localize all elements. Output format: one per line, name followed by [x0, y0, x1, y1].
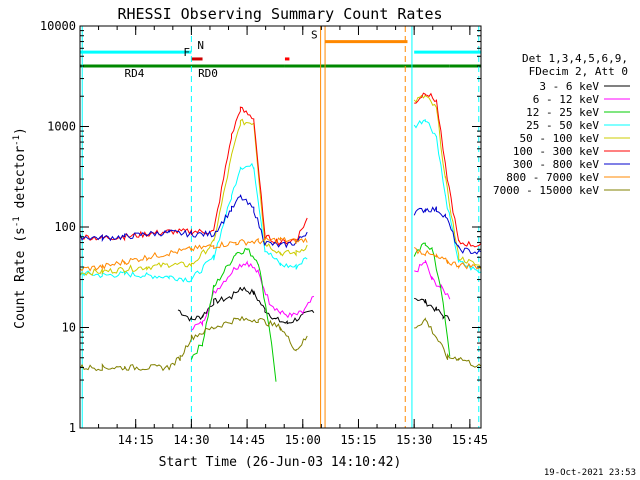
- y-axis-label-sup-2: -1: [12, 135, 22, 146]
- legend: Det 1,3,4,5,6,9,FDecim 2, Att 0 3 - 6 keV…: [493, 52, 630, 197]
- series-line: [79, 93, 482, 276]
- x-tick-label: 15:15: [340, 433, 376, 447]
- x-tick-label: 14:45: [229, 433, 265, 447]
- y-axis-label: Count Rate (s-1 detector-1): [12, 127, 28, 329]
- series-line: [79, 194, 482, 255]
- legend-entry-label: 800 - 7000 keV: [506, 171, 599, 184]
- x-tick-label: 15:45: [452, 433, 488, 447]
- series-line: [79, 315, 482, 372]
- y-axis-label-mid: detector: [13, 146, 28, 217]
- legend-entry-label: 50 - 100 keV: [520, 132, 600, 145]
- series-line: [79, 236, 482, 272]
- legend-entry-label: 12 - 25 keV: [526, 106, 599, 119]
- flag-label: RD0: [198, 67, 218, 80]
- y-tick-label: 100: [54, 220, 76, 234]
- y-axis-label-sup-1: -1: [12, 216, 22, 227]
- legend-entry-label: 100 - 300 keV: [513, 145, 599, 158]
- flag-bars: NF RD0 S RD4: [80, 29, 481, 80]
- series-line: [190, 242, 451, 382]
- y-tick-label: 10000: [40, 19, 76, 33]
- series-lines: [79, 92, 482, 382]
- legend-entry-label: 300 - 800 keV: [513, 158, 599, 171]
- legend-entry-label: 25 - 50 keV: [526, 119, 599, 132]
- x-tick-label: 15:00: [285, 433, 321, 447]
- series-line: [177, 286, 451, 325]
- x-axis-label: Start Time (26-Jun-03 14:10:42): [159, 455, 402, 470]
- legend-entry-label: 6 - 12 keV: [533, 93, 600, 106]
- legend-entry-label: 7000 - 15000 keV: [493, 184, 599, 197]
- y-tick-label: 1000: [47, 120, 76, 134]
- flag-label: F: [183, 46, 190, 59]
- axes: 1 10 100 1000 10000 14:15 14:30 14:45 15:00 15:15…: [40, 19, 488, 447]
- x-tick-label: 15:30: [396, 433, 432, 447]
- y-axis-label-main: Count Rate (s: [13, 227, 28, 329]
- y-axis-label-end: ): [13, 127, 28, 135]
- y-tick-label: 10: [62, 321, 76, 335]
- chart-title: RHESSI Observing Summary Count Rates: [117, 5, 442, 23]
- y-tick-label: 1: [69, 421, 76, 435]
- x-tick-label: 14:15: [118, 433, 154, 447]
- legend-header-line: Det 1,3,4,5,6,9,: [522, 52, 628, 65]
- flag-label: S: [311, 29, 318, 42]
- flag-label: N: [197, 39, 204, 52]
- footer-timestamp: 19-Oct-2021 23:53: [544, 468, 636, 478]
- x-tick-label: 14:30: [173, 433, 209, 447]
- legend-entry-label: 3 - 6 keV: [539, 80, 599, 93]
- flag-label: RD4: [125, 67, 145, 80]
- legend-header-line: FDecim 2, Att 0: [529, 65, 628, 78]
